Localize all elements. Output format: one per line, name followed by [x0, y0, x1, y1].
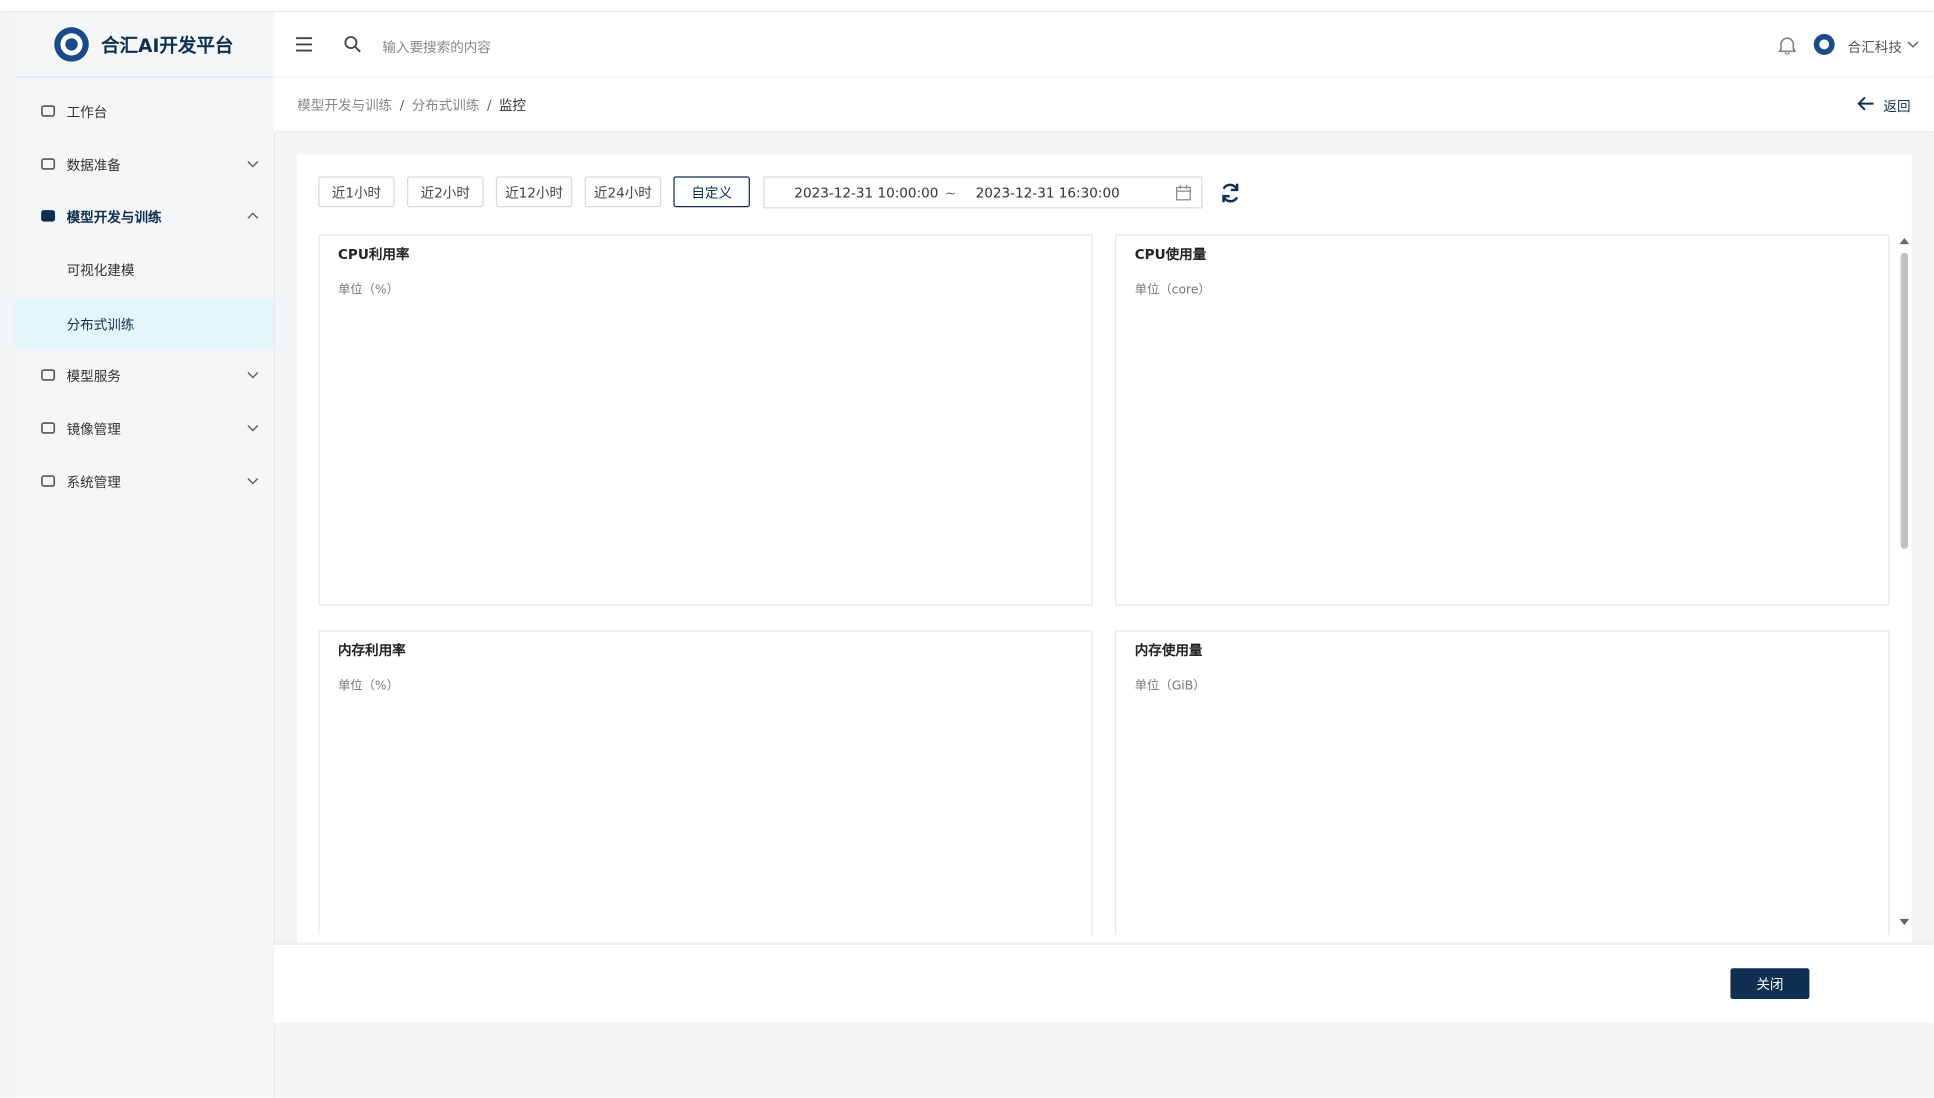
menu-icon-shape — [41, 158, 56, 170]
logo-text: 合汇AI开发平台 — [101, 34, 234, 57]
breadcrumb-item: 监控 — [498, 97, 526, 114]
chart-title: CPU使用量 — [1135, 246, 1207, 263]
chart-title: CPU利用率 — [338, 246, 410, 263]
menu-item[interactable]: 模型开发与训练 — [15, 190, 274, 242]
avatar[interactable] — [1813, 33, 1835, 55]
unit-label: 单位（core） — [1135, 282, 1211, 297]
menu-chevron — [247, 371, 259, 379]
back-link[interactable]: 返回 — [1883, 98, 1911, 115]
menu-icon-shape — [41, 210, 56, 222]
breadcrumb-item[interactable]: 分布式训练 — [411, 97, 480, 114]
header: 输入要搜索的内容 合汇科技 — [273, 12, 1934, 78]
time-range-button[interactable]: 近24小时 — [584, 176, 662, 208]
breadcrumb-bar: 模型开发与训练 / 分布式训练 / 监控 返回 — [273, 77, 1934, 132]
chart-panel: CPU利用率单位（%）51015202510:0010:3011:0011:30… — [318, 234, 1093, 606]
scrollbar[interactable] — [1897, 234, 1912, 935]
back-arrow[interactable] — [1857, 96, 1875, 111]
unit-label: 单位（%） — [338, 282, 399, 297]
menu-icon-shape — [41, 369, 56, 381]
menu-icon-shape — [41, 105, 56, 117]
menu-chevron — [247, 212, 259, 219]
logo-icon — [54, 27, 89, 62]
unit-label: 单位（%） — [338, 677, 399, 692]
menu-chevron — [247, 478, 259, 485]
calendar-icon[interactable] — [1175, 185, 1191, 201]
menu-label: 可视化建模 — [66, 262, 135, 279]
panel-border — [1114, 630, 1890, 935]
top-strip — [0, 0, 1934, 13]
menu-item[interactable]: 数据准备 — [15, 138, 274, 190]
menu-item[interactable]: 系统管理 — [15, 455, 274, 507]
chart-title: 内存使用量 — [1135, 642, 1203, 659]
menu-item[interactable]: 模型服务 — [15, 349, 274, 401]
menu-label: 工作台 — [66, 104, 108, 121]
menu-label: 数据准备 — [66, 157, 121, 174]
date-separator: ~ — [944, 185, 957, 202]
menu-icon — [41, 422, 56, 434]
menu-item[interactable]: 镜像管理 — [15, 402, 274, 454]
search-icon[interactable] — [344, 36, 361, 53]
menu-icon — [41, 210, 56, 222]
breadcrumb-item[interactable]: 模型开发与训练 — [297, 97, 393, 114]
menu-label: 系统管理 — [66, 474, 121, 491]
time-range-button[interactable]: 近2小时 — [407, 176, 484, 208]
panel-border — [318, 630, 1093, 935]
chevron — [247, 212, 259, 219]
time-range-button[interactable]: 近1小时 — [318, 176, 395, 208]
menu-icon — [41, 158, 56, 170]
unit-label: 单位（GiB） — [1135, 677, 1206, 692]
menu-icon-shape — [41, 475, 56, 487]
menu-chevron — [247, 161, 259, 168]
menu-label: 模型服务 — [66, 368, 121, 385]
refresh-button[interactable] — [1220, 183, 1241, 204]
menu-icon — [41, 105, 56, 117]
breadcrumb: 模型开发与训练 / 分布式训练 / 监控 — [297, 95, 526, 115]
sidebar: 合汇AI开发平台 工作台数据准备模型开发与训练 可视化建模分布式训练模型服务镜像管… — [14, 12, 276, 1098]
date-end[interactable]: 2023-12-31 16:30:00 — [975, 185, 1120, 202]
panel-border — [1114, 234, 1890, 606]
menu-chevron — [247, 424, 259, 432]
menu-item[interactable]: 分布式训练 — [14, 297, 274, 350]
menu-icon — [41, 369, 56, 381]
scrollbar-thumb[interactable] — [1900, 252, 1909, 549]
chart-title: 内存利用率 — [338, 642, 406, 659]
logo-area: 合汇AI开发平台 — [14, 12, 274, 78]
menu-item[interactable]: 可视化建模 — [15, 243, 274, 295]
chevron — [247, 161, 259, 168]
breadcrumb-separator: / — [399, 97, 405, 114]
breadcrumb-separator: / — [486, 97, 492, 114]
close-button[interactable]: 关闭 — [1730, 968, 1810, 1000]
menu-label: 镜像管理 — [66, 421, 121, 438]
menu-icon-shape — [41, 422, 56, 434]
time-range-button[interactable]: 自定义 — [673, 176, 750, 208]
menu-label: 模型开发与训练 — [66, 209, 162, 226]
menu-icon — [41, 475, 56, 487]
user-chevron[interactable] — [1907, 39, 1919, 49]
panel-border — [318, 234, 1093, 606]
chevron — [247, 371, 259, 379]
menu-toggle[interactable] — [296, 37, 313, 52]
time-range-button[interactable]: 近12小时 — [495, 176, 573, 208]
bell-icon[interactable] — [1778, 36, 1796, 55]
search-input[interactable]: 输入要搜索的内容 — [382, 39, 491, 56]
menu-item[interactable]: 工作台 — [15, 85, 274, 137]
chevron — [247, 478, 259, 485]
chevron — [247, 424, 259, 432]
date-range-picker[interactable]: 2023-12-31 10:00:00 ~ 2023-12-31 16:30:0… — [763, 176, 1203, 209]
footer-bar: 关闭 — [273, 943, 1934, 1023]
chart-panel: CPU使用量单位（core）0.20.40.60.81.010:0010:301… — [1114, 234, 1890, 606]
user-name[interactable]: 合汇科技 — [1847, 39, 1902, 56]
chart-scroll-area: CPU利用率单位（%）51015202510:0010:3011:0011:30… — [318, 234, 1890, 935]
date-start[interactable]: 2023-12-31 10:00:00 — [794, 185, 939, 202]
menu-label: 分布式训练 — [66, 316, 135, 334]
